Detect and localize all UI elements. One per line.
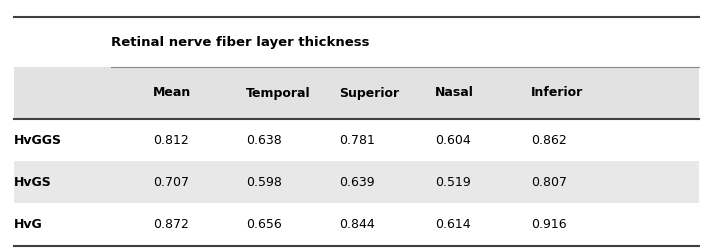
Text: 0.872: 0.872	[153, 218, 189, 231]
Text: Mean: Mean	[153, 87, 192, 99]
Text: HvG: HvG	[14, 218, 43, 231]
Text: 0.862: 0.862	[531, 134, 567, 147]
Text: 0.604: 0.604	[435, 134, 471, 147]
Text: Retinal nerve fiber layer thickness: Retinal nerve fiber layer thickness	[111, 36, 369, 49]
Text: 0.598: 0.598	[246, 176, 282, 189]
Bar	[14, 17, 699, 67]
Text: Nasal: Nasal	[435, 87, 474, 99]
Text: 0.519: 0.519	[435, 176, 471, 189]
Text: 0.916: 0.916	[531, 218, 567, 231]
Text: 0.656: 0.656	[246, 218, 282, 231]
Text: 0.638: 0.638	[246, 134, 282, 147]
Bar	[14, 161, 699, 203]
Bar	[14, 203, 699, 246]
Text: Inferior: Inferior	[531, 87, 583, 99]
Bar	[14, 67, 699, 119]
Text: 0.639: 0.639	[339, 176, 374, 189]
Text: 0.844: 0.844	[339, 218, 374, 231]
Text: HvGGS: HvGGS	[14, 134, 62, 147]
Text: 0.781: 0.781	[339, 134, 374, 147]
Text: 0.807: 0.807	[531, 176, 567, 189]
Text: HvGS: HvGS	[14, 176, 52, 189]
Text: 0.614: 0.614	[435, 218, 471, 231]
Text: Superior: Superior	[339, 87, 399, 99]
Bar	[14, 119, 699, 161]
Text: 0.812: 0.812	[153, 134, 189, 147]
Text: Temporal: Temporal	[246, 87, 311, 99]
Text: 0.707: 0.707	[153, 176, 189, 189]
